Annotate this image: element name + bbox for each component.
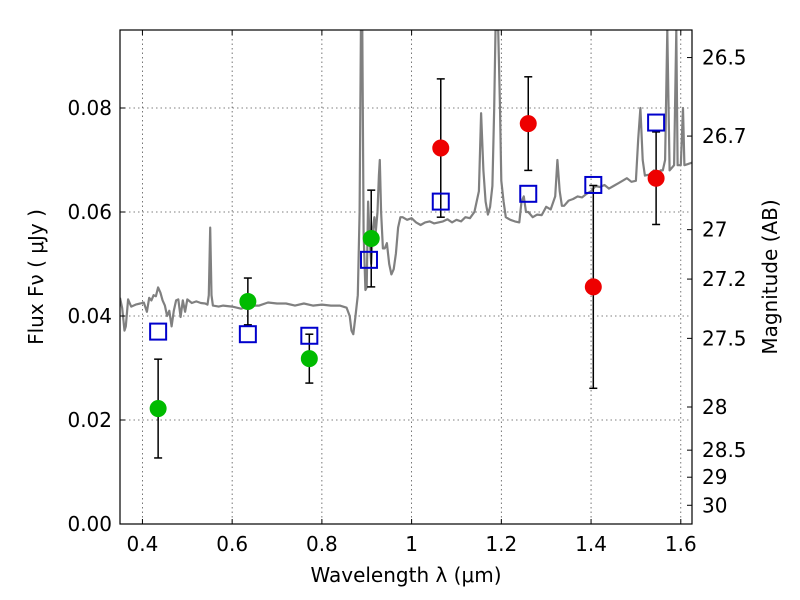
model-point-square xyxy=(519,184,538,203)
data-point-circle xyxy=(584,278,602,296)
y-tick-label: 0.08 xyxy=(67,96,112,120)
x-tick-label: 1.4 xyxy=(575,532,607,556)
data-point-circle xyxy=(647,169,665,187)
x-tick-label: 0.4 xyxy=(127,532,159,556)
y2-tick-label: 26.5 xyxy=(702,46,747,70)
y-tick-label: 0.00 xyxy=(67,512,112,536)
plot-frame xyxy=(119,29,693,525)
y2-tick-label: 27 xyxy=(702,218,727,242)
y-tick-label: 0.02 xyxy=(67,408,112,432)
sed-model-line xyxy=(120,30,692,336)
data-point-circle xyxy=(300,350,318,368)
y-tick-label: 0.06 xyxy=(67,200,112,224)
data-point-circle xyxy=(432,139,450,157)
x-tick-label: 1 xyxy=(405,532,418,556)
data-point-circle xyxy=(239,292,257,310)
model-point-square xyxy=(431,192,450,211)
y2-tick-label: 28 xyxy=(702,395,727,419)
right-axis-label: Magnitude (AB) xyxy=(758,199,782,354)
y2-tick-label: 27.2 xyxy=(702,267,747,291)
plot-area xyxy=(120,30,692,459)
model-point-square xyxy=(647,113,666,132)
y2-tick-label: 27.5 xyxy=(702,326,747,350)
x-tick-label: 1.6 xyxy=(665,532,697,556)
x-tick-label: 0.8 xyxy=(306,532,338,556)
y2-tick-label: 30 xyxy=(702,493,727,517)
model-point-square xyxy=(584,175,603,194)
model-point-square xyxy=(300,326,319,345)
data-point-circle xyxy=(362,230,380,248)
model-point-square xyxy=(149,322,168,341)
y2-tick-label: 29 xyxy=(702,465,727,489)
y-tick-label: 0.04 xyxy=(67,304,112,328)
data-point-circle xyxy=(519,115,537,133)
y2-tick-label: 28.5 xyxy=(702,438,747,462)
y2-tick-label: 26.7 xyxy=(702,124,747,148)
y-axis-label: Flux Fν ( μJy ) xyxy=(24,209,48,345)
axis-ticks: 0.4 0.6 0.8 1 1.2 1.4 1.6 0.00 0.02 0.04 0.06 0.08 2… xyxy=(67,30,747,556)
model-point-square xyxy=(359,250,378,269)
x-tick-label: 0.6 xyxy=(216,532,248,556)
model-point-square xyxy=(238,325,257,344)
data-point-circle xyxy=(149,400,167,418)
x-tick-label: 1.2 xyxy=(485,532,517,556)
x-axis-label: Wavelength λ (μm) xyxy=(310,563,501,587)
